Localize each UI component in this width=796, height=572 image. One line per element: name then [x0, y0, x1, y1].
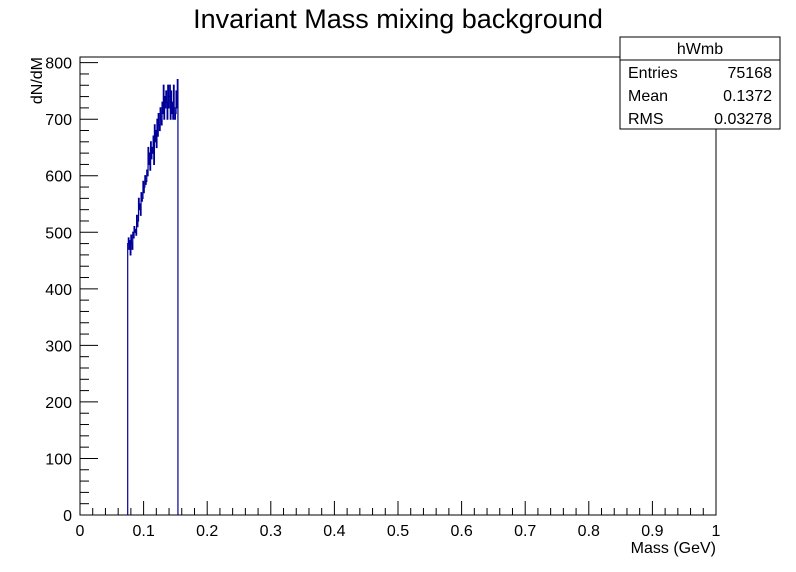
- x-tick-label: 0.3: [260, 523, 282, 540]
- x-tick-label: 0.1: [132, 523, 154, 540]
- histogram-line: [127, 79, 179, 515]
- y-tick-label: 800: [45, 56, 72, 73]
- stats-entries-label: Entries: [628, 65, 678, 82]
- x-axis-label: Mass (GeV): [631, 540, 716, 557]
- x-tick-label: 0.4: [323, 523, 345, 540]
- stats-box: hWmb Entries 75168 Mean 0.1372 RMS 0.032…: [619, 36, 781, 130]
- y-tick-label: 500: [45, 225, 72, 242]
- y-axis: 0 100 200 300 400 500 600 700 800: [45, 56, 98, 525]
- y-tick-label: 200: [45, 395, 72, 412]
- stats-rms-label: RMS: [628, 111, 664, 128]
- y-tick-label: 0: [63, 508, 72, 525]
- y-tick-label: 300: [45, 338, 72, 355]
- x-axis: 0 0.1 0.2 0.3 0.4 0.5 0.6 0.7 0.8 0.9 1: [76, 501, 721, 540]
- stats-box-frame: [619, 36, 781, 130]
- histogram-series: [127, 79, 179, 515]
- x-tick-label: 0.5: [387, 523, 409, 540]
- x-tick-label: 0.9: [641, 523, 663, 540]
- y-tick-label: 400: [45, 282, 72, 299]
- x-tick-label: 0: [76, 523, 85, 540]
- stats-rms-value: 0.03278: [714, 111, 772, 128]
- stats-box-name: hWmb: [677, 41, 723, 58]
- y-axis-label: dN/dM: [29, 57, 46, 104]
- stats-entries-value: 75168: [728, 65, 773, 82]
- y-tick-label: 100: [45, 451, 72, 468]
- x-tick-label: 0.7: [514, 523, 536, 540]
- x-tick-label: 0.8: [578, 523, 600, 540]
- x-tick-label: 0.6: [450, 523, 472, 540]
- x-tick-label: 0.2: [196, 523, 218, 540]
- stats-mean-value: 0.1372: [723, 88, 772, 105]
- stats-mean-label: Mean: [628, 88, 668, 105]
- y-tick-label: 600: [45, 169, 72, 186]
- chart-title: Invariant Mass mixing background: [193, 4, 603, 34]
- y-tick-label: 700: [45, 112, 72, 129]
- x-tick-label: 1: [712, 523, 721, 540]
